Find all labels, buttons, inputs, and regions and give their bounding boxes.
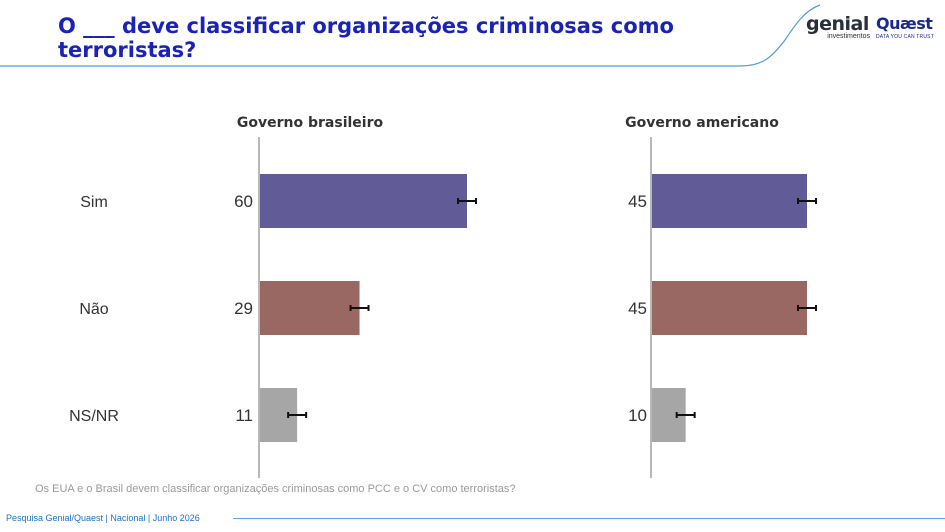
quaest-logo: Quæst DATA YOU CAN TRUST [876, 14, 934, 41]
genial-logo: genial investimentos [806, 13, 870, 40]
value-label-1-2: 10 [628, 406, 647, 425]
page-title: O ___ deve classificar organizações crim… [58, 14, 674, 62]
header: O ___ deve classificar organizações crim… [0, 0, 945, 70]
value-label-0-1: 29 [234, 299, 253, 318]
bar-0-0 [259, 174, 467, 228]
value-label-1-0: 45 [628, 192, 647, 211]
category-label-1: Não [79, 301, 108, 318]
panel-title-0: Governo brasileiro [237, 115, 384, 131]
footer-source: Pesquisa Genial/Quaest | Nacional | Junh… [6, 513, 200, 523]
category-label-2: NS/NR [69, 408, 119, 425]
bar-1-1 [651, 281, 807, 335]
value-label-1-1: 45 [628, 299, 647, 318]
bar-1-0 [651, 174, 807, 228]
panel-title-1: Governo americano [625, 115, 779, 131]
bar-0-1 [259, 281, 360, 335]
question-note: Os EUA e o Brasil devem classificar orga… [35, 483, 516, 495]
value-label-0-0: 60 [234, 192, 253, 211]
value-label-0-2: 11 [235, 406, 253, 425]
footer-divider [233, 518, 945, 519]
header-decoration [0, 4, 821, 67]
category-label-0: Sim [80, 194, 108, 211]
